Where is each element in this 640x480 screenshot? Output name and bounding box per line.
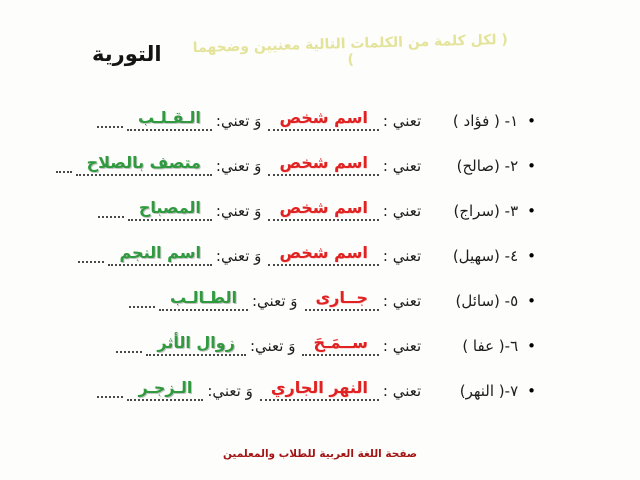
answer-meaning-1: اسم شخص <box>279 243 368 263</box>
dotted-tail <box>97 203 124 218</box>
bullet-icon: • <box>527 291 536 310</box>
answer-meaning-1: النهر الجاري <box>270 378 368 398</box>
bullet-icon: • <box>527 381 536 400</box>
exercise-row: • ٥- (سائل) تعني : جــارى وَ تعني: الطـا… <box>56 278 536 323</box>
exercise-row: • ٢- (صالح) تعني : اسم شخص وَ تعني: متصف… <box>56 143 536 188</box>
exercise-row: • ١- ( فؤاد ) تعني : اسم شخص وَ تعني: ال… <box>56 98 536 143</box>
means-label: تعني : <box>382 156 422 175</box>
answer-blank: اسم شخص <box>268 198 379 221</box>
answer-meaning-2: اسم النجم <box>119 243 201 263</box>
answer-meaning-1: اسم شخص <box>279 108 368 128</box>
dotted-tail <box>56 158 72 173</box>
answer-meaning-2: زوال الأثر <box>157 333 235 353</box>
answer-blank: جــارى <box>304 288 379 311</box>
answer-blank: متصف بالصلاح <box>75 153 212 176</box>
and-means-label: وَ تعني: <box>215 111 262 130</box>
exercise-row: • ٣- (سراج) تعني : اسم شخص وَ تعني: المص… <box>56 188 536 233</box>
answer-blank: الـقـلـب <box>127 108 212 131</box>
answer-blank: اسم شخص <box>268 243 379 266</box>
answer-meaning-2: الـقـلـب <box>138 108 201 128</box>
answer-meaning-2: الطـالـب <box>170 288 237 308</box>
exercise-row: • ٦-( عفا ) تعني : ســمَـحَ وَ تعني: زوا… <box>56 323 536 368</box>
item-word: ٦-( عفا ) <box>462 336 519 355</box>
bullet-icon: • <box>527 246 536 265</box>
and-means-label: وَ تعني: <box>215 246 262 265</box>
and-means-label: وَ تعني: <box>215 201 262 220</box>
page-footer: صفحة اللغة العربية للطلاب والمعلمين <box>222 448 418 460</box>
means-label: تعني : <box>382 291 422 310</box>
answer-meaning-2: المصباح <box>138 198 201 218</box>
answer-meaning-1: اسم شخص <box>279 198 368 218</box>
bullet-icon: • <box>527 201 536 220</box>
means-label: تعني : <box>382 111 422 130</box>
item-word: ٥- (سائل) <box>455 291 519 310</box>
page-title: التورية <box>92 42 162 66</box>
answer-blank: المصباح <box>127 198 212 221</box>
exercise-row: • ٤- (سهيل) تعني : اسم شخص وَ تعني: اسم … <box>56 233 536 278</box>
bullet-icon: • <box>527 156 536 175</box>
means-label: تعني : <box>382 336 422 355</box>
handwritten-instruction: ( لكل كلمة من الكلمات التالية معنيين وضح… <box>192 31 508 69</box>
answer-meaning-1: ســمَـحَ <box>313 333 368 353</box>
answer-meaning-1: جــارى <box>315 288 368 308</box>
dotted-tail <box>129 293 156 308</box>
means-label: تعني : <box>382 201 422 220</box>
and-means-label: وَ تعني: <box>207 381 253 400</box>
answer-blank: اسم شخص <box>268 153 379 176</box>
and-means-label: وَ تعني: <box>249 336 296 355</box>
dotted-tail <box>78 248 105 263</box>
and-means-label: وَ تعني: <box>215 156 262 175</box>
item-word: ٣- (سراج) <box>453 201 519 220</box>
item-word: ١- ( فؤاد ) <box>452 111 519 130</box>
answer-blank: الـزجـر <box>127 378 204 401</box>
and-means-label: وَ تعني: <box>252 291 298 310</box>
bullet-icon: • <box>527 111 536 130</box>
answer-blank: ســمَـحَ <box>302 333 379 356</box>
answer-blank: اسم النجم <box>108 243 212 266</box>
answer-meaning-2: متصف بالصلاح <box>86 153 201 173</box>
dotted-tail <box>116 338 143 353</box>
dotted-tail <box>97 383 124 398</box>
answer-blank: الطـالـب <box>159 288 248 311</box>
bullet-icon: • <box>527 336 536 355</box>
item-word: ٢- (صالح) <box>456 156 519 175</box>
answer-meaning-2: الـزجـر <box>138 378 193 398</box>
answer-blank: اسم شخص <box>268 108 379 131</box>
means-label: تعني : <box>382 381 422 400</box>
item-word: ٤- (سهيل) <box>452 246 519 265</box>
answer-meaning-1: اسم شخص <box>279 153 368 173</box>
item-word: ٧-( النهر) <box>459 381 519 400</box>
answer-blank: النهر الجاري <box>259 378 379 401</box>
dotted-tail <box>97 113 124 128</box>
exercise-row: • ٧-( النهر) تعني : النهر الجاري وَ تعني… <box>56 368 536 413</box>
means-label: تعني : <box>382 246 422 265</box>
exercise-list: • ١- ( فؤاد ) تعني : اسم شخص وَ تعني: ال… <box>56 98 536 413</box>
answer-blank: زوال الأثر <box>146 333 246 356</box>
